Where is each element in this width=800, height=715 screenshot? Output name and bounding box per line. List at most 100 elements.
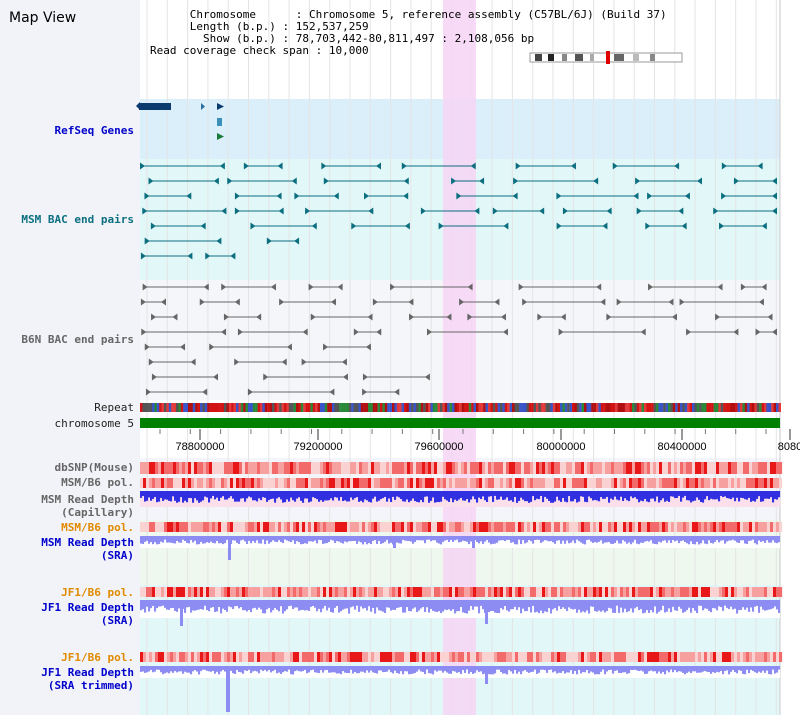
depth-bar xyxy=(558,536,561,541)
repeat-element xyxy=(320,403,323,412)
polymorphism-cell xyxy=(407,652,411,662)
polymorphism-cell xyxy=(248,652,252,662)
track-label-jf1-read-depth-sra[interactable]: JF1 Read Depth (SRA) xyxy=(41,601,134,627)
depth-bar xyxy=(726,600,729,608)
polymorphism-cell xyxy=(419,587,423,597)
polymorphism-cell xyxy=(377,522,381,532)
depth-bar xyxy=(164,600,167,608)
polymorphism-cell xyxy=(389,652,393,662)
depth-bar xyxy=(412,536,415,544)
repeat-element xyxy=(725,403,729,412)
track-label-line1: JF1 Read Depth xyxy=(41,666,134,679)
polymorphism-cell xyxy=(344,462,348,474)
depth-bar xyxy=(730,536,733,541)
depth-bar xyxy=(614,600,617,613)
repeat-element xyxy=(188,403,191,412)
depth-bar xyxy=(426,600,429,608)
depth-bar xyxy=(466,666,469,670)
polymorphism-cell xyxy=(308,652,312,662)
depth-bar xyxy=(350,491,353,498)
polymorphism-cell xyxy=(569,462,573,474)
repeat-element xyxy=(670,403,673,412)
track-label-msm-read-depth-capillary[interactable]: MSM Read Depth (Capillary) xyxy=(41,493,134,519)
depth-bar xyxy=(456,666,459,673)
depth-bar xyxy=(362,491,365,503)
depth-bar xyxy=(384,600,387,613)
polymorphism-cell xyxy=(161,522,165,532)
depth-bar xyxy=(334,536,337,543)
depth-bar xyxy=(762,600,765,610)
depth-bar xyxy=(162,491,165,501)
polymorphism-cell xyxy=(425,652,429,662)
repeat-element xyxy=(293,403,297,412)
polymorphism-cell xyxy=(773,652,777,662)
track-label-b6n-bac[interactable]: B6N BAC end pairs xyxy=(21,333,134,346)
depth-bar xyxy=(280,600,283,607)
depth-bar xyxy=(250,491,253,498)
depth-bar xyxy=(188,491,191,499)
polymorphism-cell xyxy=(185,652,189,662)
track-label-msm-bac[interactable]: MSM BAC end pairs xyxy=(21,213,134,226)
polymorphism-cell xyxy=(665,478,669,488)
depth-bar xyxy=(688,536,691,545)
track-label-jf1-b6-pol-2[interactable]: JF1/B6 pol. xyxy=(61,651,134,664)
bac-end-marker xyxy=(353,328,359,336)
repeat-element xyxy=(231,403,234,412)
repeat-element xyxy=(190,403,193,412)
depth-bar xyxy=(584,600,587,613)
bac-end-marker xyxy=(494,298,500,306)
polymorphism-cell xyxy=(173,462,177,474)
depth-bar xyxy=(512,536,515,543)
depth-bar xyxy=(682,666,685,673)
depth-bar xyxy=(216,666,219,672)
depth-bar xyxy=(520,491,523,498)
depth-bar xyxy=(374,536,377,540)
track-label-refseq[interactable]: RefSeq Genes xyxy=(54,124,134,137)
polymorphism-cell xyxy=(491,522,495,532)
polymorphism-cell xyxy=(770,462,774,474)
polymorphism-cell xyxy=(152,652,156,662)
track-label-msm-b6-pol-1[interactable]: MSM/B6 pol. xyxy=(61,476,134,489)
depth-bar xyxy=(300,666,303,672)
depth-bar xyxy=(648,536,651,542)
depth-bar xyxy=(324,666,327,671)
track-label-dbsnp[interactable]: dbSNP(Mouse) xyxy=(54,461,134,474)
repeat-element xyxy=(425,403,429,412)
depth-bar xyxy=(302,536,305,544)
polymorphism-cell xyxy=(287,478,291,488)
track-label-msm-read-depth-sra[interactable]: MSM Read Depth (SRA) xyxy=(41,536,134,562)
depth-bar xyxy=(760,666,763,673)
track-label-jf1-read-depth-trimmed[interactable]: JF1 Read Depth (SRA trimmed) xyxy=(41,666,134,692)
depth-bar xyxy=(656,536,659,545)
depth-bar xyxy=(694,536,697,545)
polymorphism-cell xyxy=(764,522,768,532)
polymorphism-cell xyxy=(263,652,267,662)
depth-bar xyxy=(664,600,667,613)
track-label-chromosome[interactable]: chromosome 5 xyxy=(54,417,134,430)
track-label-msm-b6-pol-2[interactable]: MSM/B6 pol. xyxy=(61,521,134,534)
track-label-repeat[interactable]: Repeat xyxy=(94,401,134,414)
polymorphism-cell xyxy=(650,587,654,597)
repeat-element xyxy=(550,403,553,412)
polymorphism-cell xyxy=(770,478,774,488)
depth-bar xyxy=(182,666,185,674)
depth-bar xyxy=(328,491,331,501)
polymorphism-cell xyxy=(734,587,738,597)
polymorphism-cell xyxy=(452,652,456,662)
depth-bar xyxy=(386,666,389,672)
polymorphism-cell xyxy=(146,462,150,474)
depth-bar xyxy=(476,491,479,503)
depth-bar xyxy=(630,666,633,670)
polymorphism-cell xyxy=(524,478,528,488)
track-label-jf1-b6-pol-1[interactable]: JF1/B6 pol. xyxy=(61,586,134,599)
polymorphism-cell xyxy=(749,587,753,597)
depth-bar xyxy=(322,600,325,609)
polymorphism-cell xyxy=(449,587,453,597)
depth-bar xyxy=(616,600,619,606)
repeat-element xyxy=(682,403,685,412)
depth-bar xyxy=(518,600,521,608)
polymorphism-cell xyxy=(611,462,615,474)
polymorphism-cell xyxy=(140,462,144,474)
polymorphism-cell xyxy=(620,462,624,474)
